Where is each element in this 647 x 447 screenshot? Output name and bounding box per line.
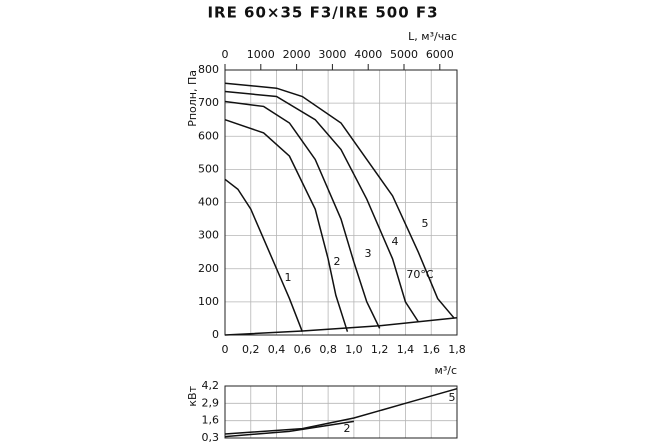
x2-axis-label: L, м³/час <box>408 30 457 43</box>
x2-tick-label: 3000 <box>318 48 346 61</box>
x-tick-label: 0,2 <box>242 343 260 356</box>
curve <box>224 82 455 319</box>
curve <box>224 178 304 332</box>
curve <box>224 90 419 323</box>
y-tick-label: 800 <box>198 63 219 76</box>
chart-title: IRE 60×35 F3/IRE 500 F3 <box>207 4 438 22</box>
x2-tick-label: 2000 <box>283 48 311 61</box>
curve-label: 2 <box>344 422 351 435</box>
x2-tick-label: 4000 <box>354 48 382 61</box>
plot-frame <box>224 69 458 336</box>
curve <box>224 118 349 332</box>
y-tick-label: 100 <box>198 295 219 308</box>
x-axis-label: м³/с <box>435 364 457 377</box>
y-axis-label: кВт <box>186 385 199 406</box>
curve-label: 2 <box>334 255 341 268</box>
y-tick-label: 500 <box>198 162 219 175</box>
y-tick-label: 4,2 <box>202 379 220 392</box>
y-tick-label: 600 <box>198 129 219 142</box>
x-tick-label: 0,6 <box>294 343 312 356</box>
x-tick-label: 1,0 <box>345 343 363 356</box>
y-tick-label: 300 <box>198 229 219 242</box>
y-tick-label: 700 <box>198 96 219 109</box>
curve-label: 5 <box>449 391 456 404</box>
y-tick-label: 1,6 <box>202 414 220 427</box>
curve <box>224 387 458 435</box>
x2-tick-label: 0 <box>222 48 229 61</box>
y-tick-label: 0 <box>212 328 219 341</box>
curve <box>224 100 381 329</box>
x-tick-label: 1,2 <box>371 343 389 356</box>
curve-label: 5 <box>422 217 429 230</box>
y-tick-label: 0,3 <box>202 431 220 444</box>
y-tick-label: 2,9 <box>202 396 220 409</box>
x-tick-label: 0,4 <box>268 343 286 356</box>
y-tick-label: 400 <box>198 196 219 209</box>
x-tick-label: 0 <box>222 343 229 356</box>
plot-frame <box>224 385 458 439</box>
x-tick-label: 1,8 <box>448 343 466 356</box>
x-tick-label: 1,4 <box>397 343 415 356</box>
curve <box>224 420 355 438</box>
curve <box>224 317 458 336</box>
x-tick-label: 1,6 <box>422 343 440 356</box>
x-tick-label: 0,8 <box>319 343 337 356</box>
x2-tick-label: 5000 <box>390 48 418 61</box>
curve-label: 3 <box>365 247 372 260</box>
curve-label: 1 <box>285 271 292 284</box>
y-tick-label: 200 <box>198 262 219 275</box>
y-axis-label: Pполн, Па <box>186 70 199 127</box>
x2-tick-label: 1000 <box>247 48 275 61</box>
curve-label: 4 <box>392 235 399 248</box>
annotation: 70°C <box>406 268 433 281</box>
x2-tick-label: 6000 <box>426 48 454 61</box>
